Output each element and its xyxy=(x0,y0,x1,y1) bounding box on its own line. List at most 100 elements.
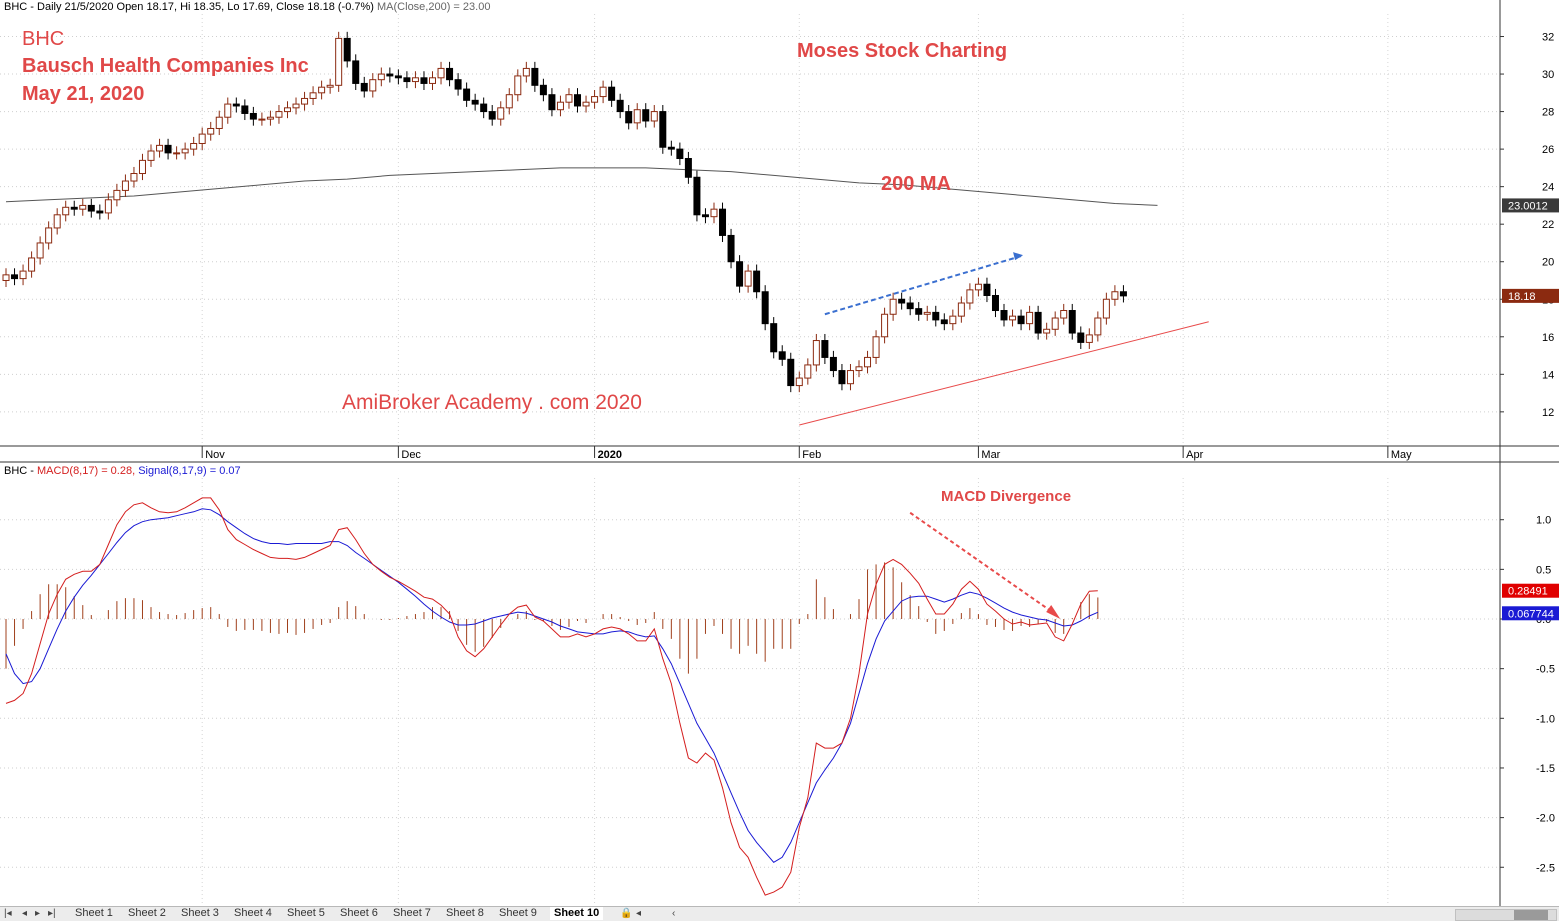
candle-body xyxy=(147,150,155,161)
candle-body xyxy=(676,148,684,160)
macd-y-tick-label: -2.5 xyxy=(1536,862,1555,874)
candle-body xyxy=(778,351,786,360)
signal-line xyxy=(5,508,1098,863)
candle-body xyxy=(821,340,829,358)
macd-value-badge: 0.28491 xyxy=(1508,586,1548,598)
prev-sheet-icon[interactable]: ◂ xyxy=(22,908,28,919)
candle-body xyxy=(812,340,820,366)
ma-header: MA(Close,200) = 23.00 xyxy=(377,1,491,13)
trend-up-arrowhead xyxy=(1013,252,1024,261)
scrollbar-thumb[interactable] xyxy=(1514,910,1548,920)
candle-body xyxy=(829,356,837,372)
candle-body xyxy=(437,67,445,79)
candle-body xyxy=(616,99,624,113)
candle-body xyxy=(429,77,436,84)
candle-body xyxy=(113,189,121,201)
candle-body xyxy=(582,101,590,107)
tab-sheet-1[interactable]: Sheet 1 xyxy=(75,907,113,919)
candle-body xyxy=(394,75,402,79)
candle-body xyxy=(1068,310,1076,334)
candle-body xyxy=(522,67,530,77)
divergence-annotation: MACD Divergence xyxy=(941,488,1072,505)
candle-body xyxy=(1009,315,1017,321)
candle-body xyxy=(292,103,300,109)
last-sheet-icon[interactable]: ▸| xyxy=(48,908,56,919)
candle-body xyxy=(343,37,351,62)
first-sheet-icon[interactable]: |◂ xyxy=(4,908,12,919)
candle-body xyxy=(667,146,675,150)
date-annotation: May 21, 2020 xyxy=(22,83,145,105)
tab-sheet-8[interactable]: Sheet 8 xyxy=(446,907,484,919)
candle-body xyxy=(62,206,70,216)
candle-body xyxy=(335,37,343,86)
candle-body xyxy=(949,315,957,325)
company-annotation: Bausch Health Companies Inc xyxy=(22,55,309,77)
tab-sheet-2[interactable]: Sheet 2 xyxy=(128,907,166,919)
candle-body xyxy=(96,210,104,214)
next-sheet-icon[interactable]: ▸ xyxy=(35,908,41,919)
candle-body xyxy=(2,274,10,281)
scroll-left-icon[interactable]: ‹ xyxy=(672,908,676,919)
tab-sheet-5[interactable]: Sheet 5 xyxy=(287,907,325,919)
x-tick-label: Feb xyxy=(802,449,821,461)
candle-body xyxy=(1034,311,1042,334)
candle-body xyxy=(241,105,249,114)
macd-y-tick-label: -1.0 xyxy=(1536,713,1555,725)
price-header-ohlc: - Daily 21/5/2020 Open 18.17, Hi 18.35, … xyxy=(27,1,378,13)
candle-body xyxy=(377,73,385,81)
x-tick-label: May xyxy=(1391,449,1412,461)
tab-sheet-7[interactable]: Sheet 7 xyxy=(393,907,431,919)
tab-sheet-9[interactable]: Sheet 9 xyxy=(499,907,537,919)
candle-body xyxy=(79,204,87,210)
candle-body xyxy=(983,283,991,296)
candle-body xyxy=(173,152,181,155)
tab-sheet-4[interactable]: Sheet 4 xyxy=(234,907,272,919)
candle-body xyxy=(531,67,539,86)
candle-body xyxy=(480,103,488,113)
candle-body xyxy=(633,109,641,124)
macd-y-tick-label: -2.0 xyxy=(1536,813,1555,825)
candle-body xyxy=(1094,317,1102,336)
candle-body xyxy=(1017,315,1025,325)
candle-body xyxy=(923,311,931,315)
lock-icon[interactable]: 🔒 xyxy=(620,908,633,919)
signal-value-badge-bg xyxy=(1502,606,1559,621)
candle-body xyxy=(642,109,650,122)
candle-body xyxy=(1111,291,1119,300)
candle-body xyxy=(966,289,974,304)
tab-sheet-6[interactable]: Sheet 6 xyxy=(340,907,378,919)
tab-sheet-10[interactable]: Sheet 10 xyxy=(550,907,604,920)
candle-body xyxy=(744,270,752,287)
candle-body xyxy=(548,94,556,111)
price-y-tick-label: 24 xyxy=(1542,182,1554,194)
candle-body xyxy=(258,118,266,121)
sheet-options-icon[interactable]: ◂ xyxy=(636,908,642,919)
x-tick-label: 2020 xyxy=(598,449,622,461)
candle-body xyxy=(463,88,471,101)
candle-body xyxy=(497,107,505,120)
candle-body xyxy=(659,111,667,148)
candle-body xyxy=(87,204,95,212)
tab-sheet-3[interactable]: Sheet 3 xyxy=(181,907,219,919)
candle-body xyxy=(454,79,462,90)
ma200-line xyxy=(5,167,1158,206)
price-y-tick-label: 16 xyxy=(1542,332,1554,344)
candle-body xyxy=(403,77,411,83)
horizontal-scrollbar[interactable] xyxy=(1455,909,1557,921)
brand-annotation: Moses Stock Charting xyxy=(797,40,1008,62)
macd-header-symbol: BHC xyxy=(4,465,28,477)
price-y-tick-label: 20 xyxy=(1542,257,1554,269)
sheet-tab-bar: |◂ ◂ ▸ ▸| Sheet 1 Sheet 2 Sheet 3 Sheet … xyxy=(0,906,1559,921)
candle-body xyxy=(1085,334,1093,343)
candle-body xyxy=(488,111,496,120)
ticker-annotation: BHC xyxy=(22,28,65,50)
candle-body xyxy=(198,133,206,144)
price-y-tick-label: 26 xyxy=(1542,144,1554,156)
price-y-tick-label: 28 xyxy=(1542,107,1554,119)
candle-body xyxy=(591,96,599,103)
macd-y-tick-label: 0.5 xyxy=(1536,564,1551,576)
candle-body xyxy=(19,270,27,280)
ma-value-badge-bg xyxy=(1502,198,1559,213)
candle-body xyxy=(625,111,633,124)
candle-body xyxy=(283,107,291,113)
